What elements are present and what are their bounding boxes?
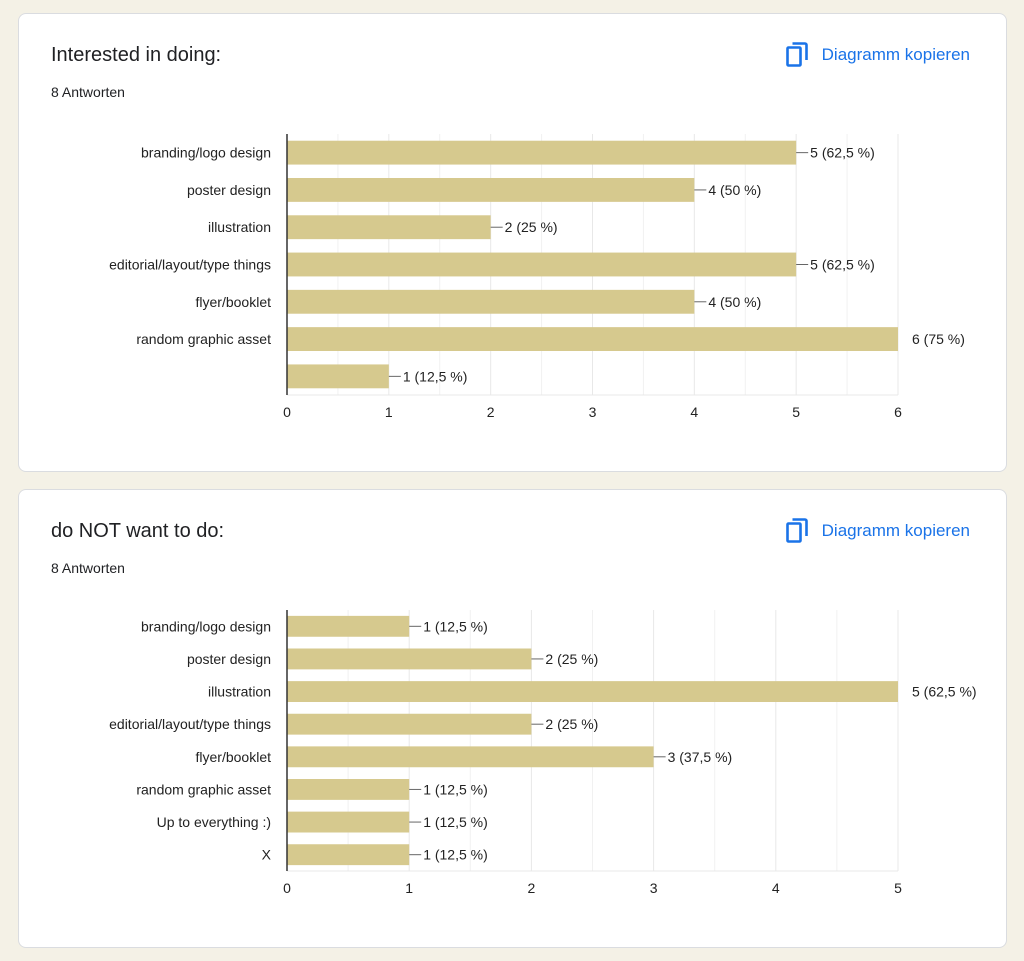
data-label: 5 (62,5 %): [810, 257, 875, 273]
x-tick-label: 3: [650, 880, 658, 896]
bar: [287, 648, 532, 670]
x-tick-label: 4: [772, 880, 780, 896]
x-tick-label: 5: [792, 404, 800, 420]
data-label: 1 (12,5 %): [423, 618, 488, 634]
chart-card-interested: Interested in doing: 8 Antworten Diagram…: [18, 13, 1007, 472]
x-tick-label: 1: [405, 880, 413, 896]
copy-chart-label: Diagramm kopieren: [821, 521, 970, 540]
chart-title: Interested in doing:: [51, 44, 222, 66]
x-tick-label: 1: [385, 404, 393, 420]
x-tick-label: 6: [894, 404, 902, 420]
category-label: branding/logo design: [141, 145, 271, 161]
data-label: 4 (50 %): [708, 182, 761, 198]
copy-chart-button[interactable]: Diagramm kopieren: [785, 40, 970, 70]
copy-chart-label: Diagramm kopieren: [821, 45, 970, 64]
copy-icon: [785, 518, 808, 544]
data-label: 2 (25 %): [545, 651, 598, 667]
category-label: poster design: [187, 651, 271, 667]
chart-title: do NOT want to do:: [51, 520, 225, 542]
bar: [287, 811, 410, 833]
x-tick-label: 3: [589, 404, 597, 420]
response-count: 8 Antworten: [51, 84, 125, 100]
bar: [287, 140, 797, 165]
category-label: editorial/layout/type things: [109, 716, 271, 732]
category-label: flyer/booklet: [196, 749, 272, 765]
bar: [287, 289, 695, 314]
data-label: 6 (75 %): [912, 331, 965, 347]
category-label: editorial/layout/type things: [109, 257, 271, 273]
bar: [287, 844, 410, 866]
x-tick-label: 0: [283, 880, 291, 896]
bar: [287, 364, 389, 389]
category-label: random graphic asset: [136, 781, 271, 797]
category-label: illustration: [208, 219, 271, 235]
data-label: 1 (12,5 %): [403, 368, 468, 384]
x-tick-label: 5: [894, 880, 902, 896]
x-tick-label: 2: [528, 880, 536, 896]
category-label: Up to everything :): [157, 814, 271, 830]
x-tick-label: 4: [690, 404, 698, 420]
bar: [287, 252, 797, 277]
copy-chart-button[interactable]: Diagramm kopieren: [785, 516, 970, 546]
x-tick-label: 2: [487, 404, 495, 420]
data-label: 1 (12,5 %): [423, 781, 488, 797]
bar-chart-not-wanted: 0 1 2 3 4 5 branding/logo design 1 (12,5 %) post…: [109, 610, 977, 896]
bar: [287, 778, 410, 800]
data-label: 1 (12,5 %): [423, 814, 488, 830]
bar: [287, 615, 410, 637]
category-label: X: [262, 847, 272, 863]
data-label: 2 (25 %): [545, 716, 598, 732]
category-label: illustration: [208, 684, 271, 700]
bar: [287, 215, 491, 240]
data-label: 1 (12,5 %): [423, 847, 488, 863]
bar: [287, 746, 654, 768]
bar: [287, 327, 898, 352]
bar-chart-interested: 0 1 2 3 4 5 6 branding/logo design 5 (62,5 %) pos…: [109, 134, 965, 420]
response-count: 8 Antworten: [51, 560, 125, 576]
category-label: random graphic asset: [136, 331, 271, 347]
bar: [287, 713, 532, 735]
data-label: 3 (37,5 %): [668, 749, 733, 765]
copy-icon: [785, 42, 808, 68]
data-label: 4 (50 %): [708, 294, 761, 310]
x-tick-label: 0: [283, 404, 291, 420]
category-label: poster design: [187, 182, 271, 198]
data-label: 5 (62,5 %): [810, 145, 875, 161]
category-label: branding/logo design: [141, 618, 271, 634]
data-label: 2 (25 %): [505, 219, 558, 235]
bar: [287, 177, 695, 202]
chart-card-not-wanted: do NOT want to do: 8 Antworten Diagramm …: [18, 489, 1007, 948]
data-label: 5 (62,5 %): [912, 684, 977, 700]
bar: [287, 681, 898, 703]
category-label: flyer/booklet: [196, 294, 272, 310]
